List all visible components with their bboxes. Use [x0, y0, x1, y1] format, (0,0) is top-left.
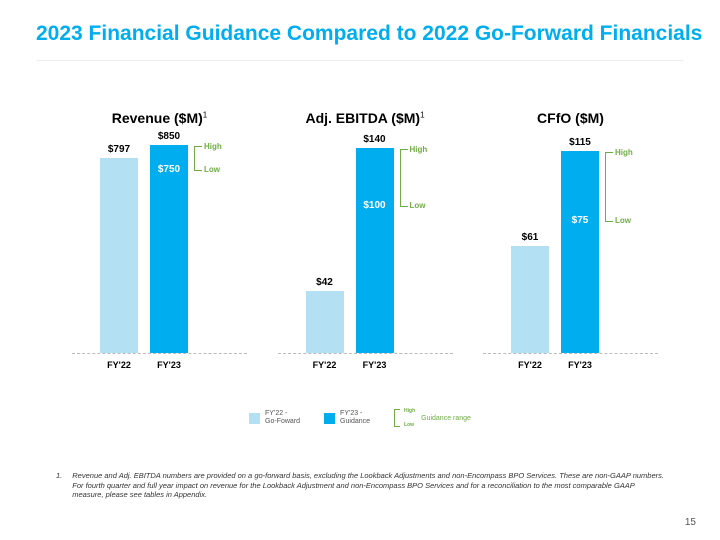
bar-fy22: $42 — [306, 291, 344, 353]
legend-fy22-swatch — [249, 413, 260, 424]
bar-fy22: $61 — [511, 246, 549, 353]
chart-plot: $797 $850 $750 High Low — [72, 134, 247, 354]
title-rule — [36, 60, 684, 61]
range-low-text: Low — [410, 201, 426, 210]
legend-range-hl: High Low — [404, 408, 415, 428]
bar-fy23: $115 $75 — [561, 151, 599, 353]
legend: FY'22 - Go-Foward FY'23 - Guidance High … — [0, 408, 720, 428]
xlabel-fy23: FY'23 — [150, 360, 188, 370]
xlabel-fy22: FY'22 — [511, 360, 549, 370]
xlabel-fy23: FY'23 — [561, 360, 599, 370]
chart-panel: Revenue ($M)1 $797 $850 $750 High Low FY… — [72, 110, 247, 390]
page-number: 15 — [685, 517, 696, 528]
xlabel-fy22: FY'22 — [100, 360, 138, 370]
chart-plot: $42 $140 $100 High Low — [278, 134, 453, 354]
chart-title: Adj. EBITDA ($M)1 — [278, 110, 453, 126]
bar-fy23-high-label: $850 — [150, 131, 188, 142]
bar-fy23: $140 $100 — [356, 148, 394, 353]
legend-fy22: FY'22 - Go-Foward — [249, 410, 300, 425]
legend-fy23-label: FY'23 - Guidance — [340, 410, 370, 425]
bar-fy23-high-label: $115 — [561, 137, 599, 148]
legend-range-high: High — [404, 408, 415, 414]
bar-fy22-label: $42 — [306, 277, 344, 288]
range-bracket — [605, 152, 613, 222]
bar-fy22-label: $61 — [511, 232, 549, 243]
chart-title: Revenue ($M)1 — [72, 110, 247, 126]
legend-range-low: Low — [404, 422, 415, 428]
legend-fy23-swatch — [324, 413, 335, 424]
legend-range: High Low Guidance range — [394, 408, 471, 428]
bar-fy23-low-label: $750 — [150, 164, 188, 175]
range-bracket — [194, 146, 202, 170]
legend-range-label: Guidance range — [421, 415, 471, 422]
charts-row: Revenue ($M)1 $797 $850 $750 High Low FY… — [72, 110, 658, 390]
bar-fy23-low-label: $75 — [561, 215, 599, 226]
range-bracket — [400, 149, 408, 208]
legend-fy22-label: FY'22 - Go-Foward — [265, 410, 300, 425]
bar-fy22-label: $797 — [100, 144, 138, 155]
xlabel-fy22: FY'22 — [306, 360, 344, 370]
chart-title: CFfO ($M) — [483, 110, 658, 126]
footnote-num: 1. — [56, 471, 62, 500]
range-high-text: High — [615, 148, 633, 157]
chart-panel: Adj. EBITDA ($M)1 $42 $140 $100 High Low… — [278, 110, 453, 390]
bar-fy23: $850 $750 — [150, 145, 188, 353]
legend-fy23: FY'23 - Guidance — [324, 410, 370, 425]
range-high-text: High — [204, 142, 222, 151]
range-high-text: High — [410, 145, 428, 154]
range-bracket-icon — [394, 409, 400, 427]
range-low-text: Low — [615, 216, 631, 225]
xlabel-fy23: FY'23 — [356, 360, 394, 370]
chart-plot: $61 $115 $75 High Low — [483, 134, 658, 354]
footnote: 1. Revenue and Adj. EBITDA numbers are p… — [56, 471, 664, 500]
bar-fy22: $797 — [100, 158, 138, 353]
page-title: 2023 Financial Guidance Compared to 2022… — [36, 22, 702, 46]
range-low-text: Low — [204, 165, 220, 174]
footnote-text: Revenue and Adj. EBITDA numbers are prov… — [72, 471, 664, 500]
bar-fy23-high-label: $140 — [356, 134, 394, 145]
bar-fy23-low-label: $100 — [356, 200, 394, 211]
chart-panel: CFfO ($M) $61 $115 $75 High Low FY'22 FY… — [483, 110, 658, 390]
